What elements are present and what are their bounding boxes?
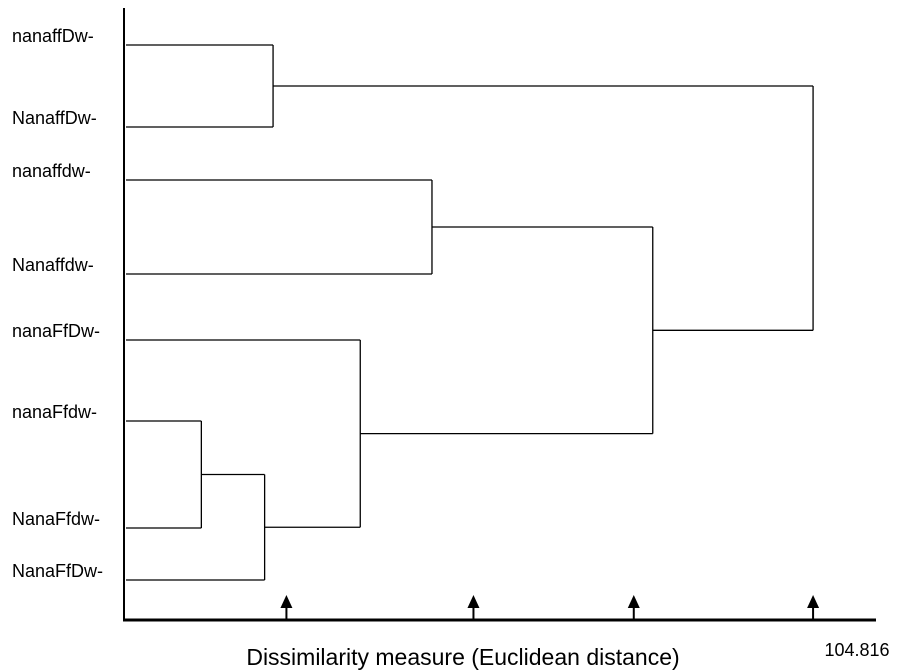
dendrogram-links [126, 44, 814, 581]
axis-arrow-head [627, 595, 640, 608]
x-axis-max-label: 104.816 [824, 640, 889, 660]
leaf-label: NanaFfDw- [12, 561, 103, 581]
leaf-label: nanaFfDw- [12, 321, 100, 341]
leaf-label: NanaffDw- [12, 108, 97, 128]
leaf-label: NanaFfdw- [12, 509, 100, 529]
leaf-label: nanaFfdw- [12, 402, 97, 422]
axis-arrow-head [280, 595, 293, 608]
axis-arrow-head [807, 595, 820, 608]
axis-arrow-head [467, 595, 480, 608]
leaf-labels: nanaffDw- NanaffDw-nanaffdw- Nanaffdw-nana… [12, 26, 103, 581]
leaf-label: Nanaffdw- [12, 255, 94, 275]
leaf-label: nanaffdw- [12, 161, 91, 181]
axis-arrows [280, 595, 820, 619]
x-axis-title: Dissimilarity measure (Euclidean distanc… [246, 644, 679, 670]
leaf-label: nanaffDw- [12, 26, 94, 46]
